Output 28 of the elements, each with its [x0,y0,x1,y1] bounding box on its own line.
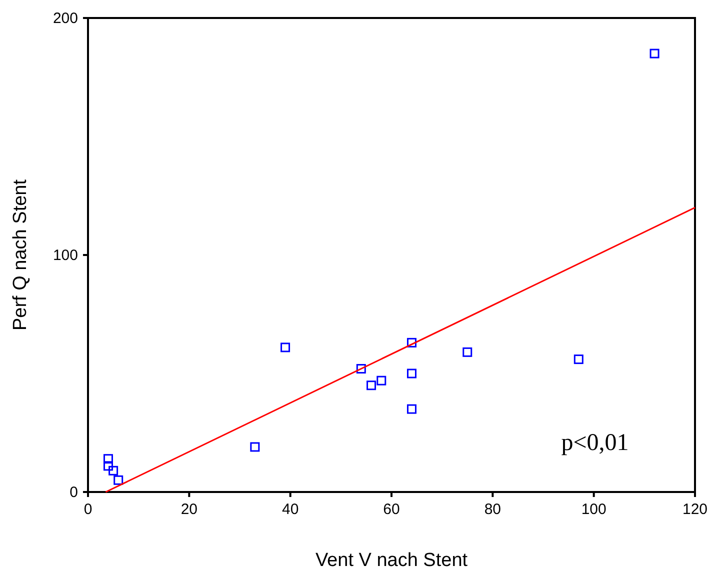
point [103,461,113,471]
x-tick-label: 80 [484,501,502,518]
point [114,475,124,485]
annotation: p<0,01 [561,430,629,456]
point [280,342,290,352]
point [406,338,416,348]
y-tick-label: 0 [70,484,78,501]
point [574,354,584,364]
point [462,347,472,357]
x-tick-label: 120 [682,501,708,518]
point [356,364,366,374]
x-tick-label: 20 [180,501,198,518]
x-tick-label: 100 [581,501,606,518]
x-tick-label: 0 [84,501,92,518]
x-tick-label: 60 [383,501,400,518]
point [250,442,260,452]
point [406,404,416,414]
point [108,466,118,476]
point [376,376,386,386]
point [406,368,416,378]
point [650,48,660,58]
y-tick-label: 100 [52,247,78,264]
y-tick-label: 200 [52,10,78,27]
y-axis-title: Perf Q nach Stent [10,178,31,331]
point [103,454,113,464]
point [366,380,376,390]
x-axis-title: Vent V nach Stent [315,550,468,571]
x-tick-label: 40 [282,501,299,518]
